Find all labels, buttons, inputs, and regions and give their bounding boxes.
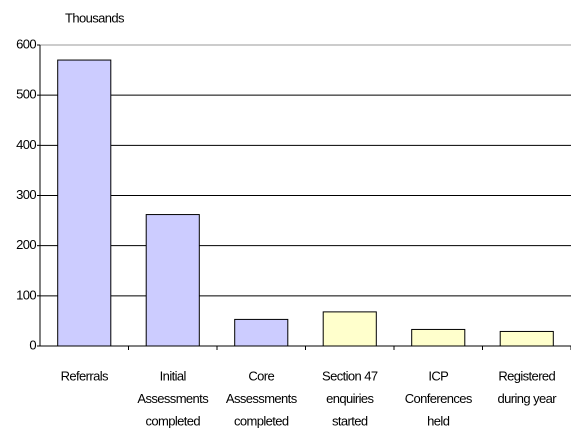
x-tick-label: completed [145,413,200,428]
x-tick-label: Conferences [405,391,473,406]
x-tick-label: Core [248,368,274,383]
bar [234,318,289,347]
x-tick-label: Assessments [137,391,209,406]
x-tick-label: completed [234,413,289,428]
y-tick-label: 0 [29,337,36,352]
bar [499,330,554,347]
y-tick-label: 600 [16,36,36,51]
y-tick-label: 200 [16,237,36,252]
y-tick-label: 100 [16,287,36,302]
bar [145,214,200,347]
x-tick-label: started [332,413,368,428]
x-tick-label: enquiries [326,391,374,406]
y-tick-label: 500 [16,87,36,102]
y-tick-label: 300 [16,187,36,202]
x-tick-label: during year [498,391,558,406]
x-tick-label: held [427,413,450,428]
bar [57,59,112,347]
x-tick-label: Referrals [61,368,109,383]
x-tick-label: Assessments [226,391,298,406]
x-tick-label: ICP [428,368,448,383]
y-tick-label: 400 [16,137,36,152]
y-axis-label: Thousands [65,10,125,25]
bar [411,328,466,347]
x-tick-label: Initial [160,368,187,383]
x-tick-label: Registered [498,368,555,383]
bar [322,311,377,347]
x-tick-label: Section 47 [322,368,378,383]
